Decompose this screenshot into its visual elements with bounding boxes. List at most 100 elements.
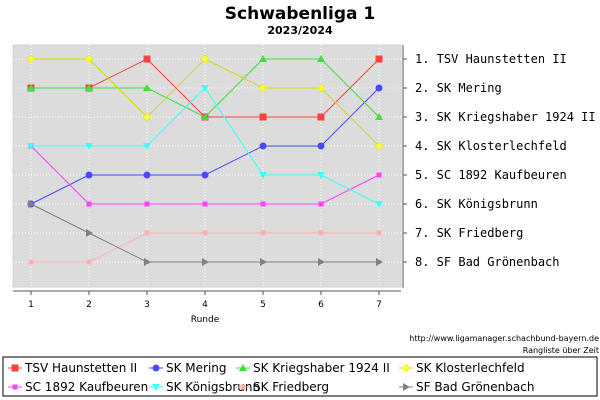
data-point (318, 230, 324, 236)
rank-label: 1. TSV Haunstetten II (415, 52, 567, 66)
legend-label: TSV Haunstetten II (24, 361, 137, 375)
data-point (142, 112, 152, 122)
rank-label: 7. SK Friedberg (415, 226, 523, 240)
data-point (28, 259, 34, 265)
data-point (84, 54, 94, 64)
rank-label: 4. SK Klosterlechfeld (415, 139, 567, 153)
data-point (201, 113, 209, 120)
legend-label: SF Bad Grönenbach (416, 380, 534, 394)
data-point (317, 172, 325, 179)
data-point (376, 258, 383, 266)
data-point (202, 201, 208, 207)
legend-swatch-marker (401, 363, 411, 373)
data-point (375, 201, 383, 208)
legend-item: SK Kriegshaber 1924 II (236, 361, 390, 375)
data-point (375, 113, 383, 120)
series-SF Bad Grönenbach (28, 200, 383, 266)
rank-label: 2. SK Mering (415, 81, 502, 95)
data-point (143, 171, 151, 179)
source-url: http://www.ligamanager.schachbund-bayern… (409, 334, 599, 343)
series-SK Friedberg (28, 230, 382, 265)
data-point (86, 259, 92, 265)
grid (13, 45, 401, 287)
series-SK Königsbrunn (27, 85, 383, 208)
data-point (143, 84, 151, 91)
data-point (86, 201, 92, 207)
legend-item: SK Klosterlechfeld (399, 361, 525, 375)
data-point (201, 85, 209, 92)
rank-label: 3. SK Kriegshaber 1924 II (415, 110, 596, 124)
legend-label: SC 1892 Kaufbeuren (25, 380, 148, 394)
data-point (201, 171, 209, 179)
x-tick-label: 2 (86, 300, 92, 310)
data-point (318, 258, 325, 266)
data-point (375, 84, 383, 92)
x-tick-label: 7 (376, 300, 382, 310)
y-axis-ticks (403, 58, 407, 263)
legend-swatch-marker (11, 364, 19, 372)
data-point (318, 201, 324, 207)
chart-title: Schwabenliga 1 (225, 4, 375, 24)
legend-label: SK Königsbrunn (166, 380, 260, 394)
series-SK Klosterlechfeld (26, 54, 384, 151)
data-point (259, 55, 267, 62)
legend-swatch-marker (239, 364, 247, 371)
data-point (202, 230, 208, 236)
legend-swatch-marker (240, 384, 246, 390)
data-point (317, 142, 325, 150)
data-point (85, 84, 93, 91)
x-tick-label: 6 (318, 300, 324, 310)
legend-box (2, 356, 598, 397)
legend-swatch-marker (403, 383, 410, 391)
data-point (144, 201, 150, 207)
legend-item: SK Friedberg (236, 380, 329, 394)
legend-label: SK Kriegshaber 1924 II (253, 361, 390, 375)
data-point (260, 258, 267, 266)
legend: TSV Haunstetten II SK Mering SK Kriegshabe… (8, 361, 534, 394)
legend-swatch-marker (152, 364, 160, 372)
chart-subtitle: 2023/2024 (267, 24, 333, 37)
legend-item: SF Bad Grönenbach (399, 380, 534, 394)
data-point (144, 230, 150, 236)
data-point (259, 142, 267, 150)
data-point (202, 258, 209, 266)
x-tick-label: 5 (260, 300, 266, 310)
data-point (259, 172, 267, 179)
final-ranking-labels: 1. TSV Haunstetten II 2. SK Mering 3. SK K… (415, 52, 596, 269)
data-point (27, 84, 35, 91)
legend-item: TSV Haunstetten II (8, 361, 137, 375)
x-axis-label: Runde (191, 315, 220, 325)
series-SC 1892 Kaufbeuren (28, 143, 382, 207)
credit-note: Rangliste über Zeit (523, 346, 599, 355)
legend-label: SK Mering (166, 361, 227, 375)
rank-label: 6. SK Königsbrunn (415, 197, 538, 211)
series-lines (26, 54, 384, 266)
data-point (375, 55, 383, 63)
legend-label: SK Friedberg (253, 380, 329, 394)
x-tick-label: 1 (28, 300, 34, 310)
data-point (316, 83, 326, 93)
data-point (258, 83, 268, 93)
legend-label: SK Klosterlechfeld (416, 361, 525, 375)
data-point (200, 54, 210, 64)
x-tick-label: 3 (144, 300, 150, 310)
data-point (86, 229, 93, 237)
data-point (85, 143, 93, 150)
data-point (376, 172, 382, 178)
data-point (317, 55, 325, 62)
series-SK Kriegshaber 1924 II (27, 55, 383, 120)
data-point (143, 143, 151, 150)
data-point (85, 171, 93, 179)
x-axis-ticks: 1 2 3 4 5 6 7 (28, 291, 382, 310)
data-point (143, 55, 151, 63)
data-point (259, 113, 267, 121)
data-point (27, 143, 35, 150)
legend-item: SC 1892 Kaufbeuren (8, 380, 148, 394)
legend-item: SK Mering (149, 361, 227, 375)
data-point (376, 230, 382, 236)
legend-swatch-marker (152, 384, 160, 391)
rank-label: 5. SC 1892 Kaufbeuren (415, 168, 567, 182)
x-tick-label: 4 (202, 300, 208, 310)
data-point (26, 54, 36, 64)
